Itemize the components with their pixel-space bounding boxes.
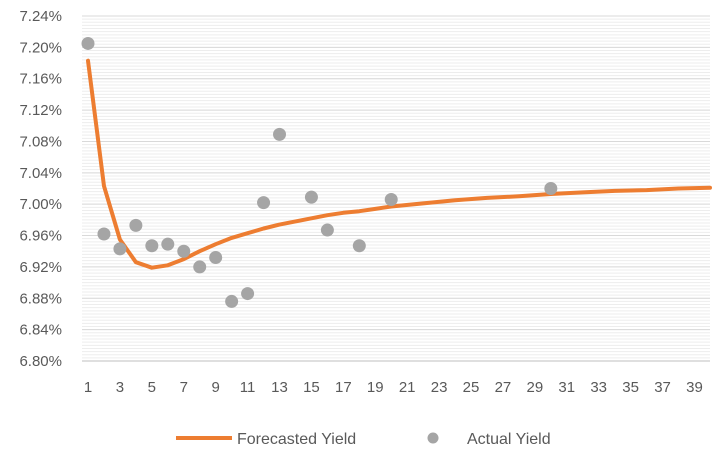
actual-yield-point <box>352 239 366 253</box>
x-tick-label: 17 <box>335 379 352 396</box>
actual-yield-point <box>304 190 318 204</box>
x-tick-label: 19 <box>367 379 384 396</box>
legend-label-actual-yield: Actual Yield <box>467 431 551 448</box>
y-tick-label: 7.12% <box>19 102 62 119</box>
y-tick-label: 7.04% <box>19 165 62 182</box>
y-tick-label: 7.24% <box>19 8 62 25</box>
y-tick-label: 7.00% <box>19 196 62 213</box>
y-tick-label: 7.08% <box>19 133 62 150</box>
actual-yield-point <box>129 218 143 232</box>
actual-yield-point <box>225 294 239 308</box>
y-tick-label: 7.20% <box>19 39 62 56</box>
actual-yield-point <box>241 287 255 301</box>
x-tick-label: 11 <box>240 379 256 396</box>
x-tick-label: 13 <box>271 379 288 396</box>
actual-yield-point <box>81 36 95 50</box>
y-tick-label: 7.16% <box>19 71 62 88</box>
actual-yield-point <box>145 239 159 253</box>
legend-label-forecasted-yield: Forecasted Yield <box>237 431 356 448</box>
gridlines <box>82 15 710 362</box>
x-tick-label: 15 <box>303 379 320 396</box>
x-tick-label: 3 <box>116 379 124 396</box>
y-tick-label: 6.80% <box>19 353 62 370</box>
x-tick-label: 25 <box>463 379 480 396</box>
actual-yield-point <box>384 192 398 206</box>
series <box>81 36 712 308</box>
x-tick-label: 23 <box>431 379 448 396</box>
actual-yield-point <box>273 127 287 141</box>
y-tick-label: 6.92% <box>19 259 62 276</box>
forecasted-yield-line <box>86 58 712 270</box>
actual-yield-point <box>209 251 223 264</box>
x-axis-tick-labels: 1 3 5 7 9 11 13 15 17 19 21 23 25 27 29 31 33 35 37 39 <box>84 379 703 396</box>
actual-yield-point <box>161 237 175 251</box>
x-tick-label: 29 <box>527 379 544 396</box>
actual-yield-point <box>320 223 334 237</box>
actual-yield-point <box>177 244 191 258</box>
legend-dot-marker <box>427 432 439 444</box>
actual-yield-point <box>113 242 127 256</box>
x-tick-label: 21 <box>399 379 416 396</box>
y-tick-label: 6.96% <box>19 228 62 245</box>
x-tick-label: 27 <box>495 379 512 396</box>
y-axis-tick-labels: 6.80% 6.84% 6.88% 6.92% 6.96% 7.00% 7.04% 7.08%… <box>19 8 62 370</box>
x-tick-label: 31 <box>558 379 575 396</box>
x-tick-label: 9 <box>212 379 220 396</box>
y-tick-label: 6.84% <box>19 322 62 339</box>
x-tick-label: 35 <box>622 379 639 396</box>
actual-yield-point <box>193 260 207 274</box>
legend: Forecasted Yield Actual Yield <box>176 431 551 448</box>
actual-yield-point <box>257 196 271 210</box>
x-tick-label: 5 <box>148 379 156 396</box>
actual-yield-point <box>544 182 558 195</box>
x-tick-label: 33 <box>590 379 607 396</box>
y-tick-label: 6.88% <box>19 290 62 307</box>
actual-yield-point <box>97 227 111 241</box>
x-tick-label: 1 <box>84 379 92 396</box>
x-tick-label: 7 <box>180 379 188 396</box>
x-tick-label: 39 <box>686 379 703 396</box>
x-tick-label: 37 <box>654 379 671 396</box>
